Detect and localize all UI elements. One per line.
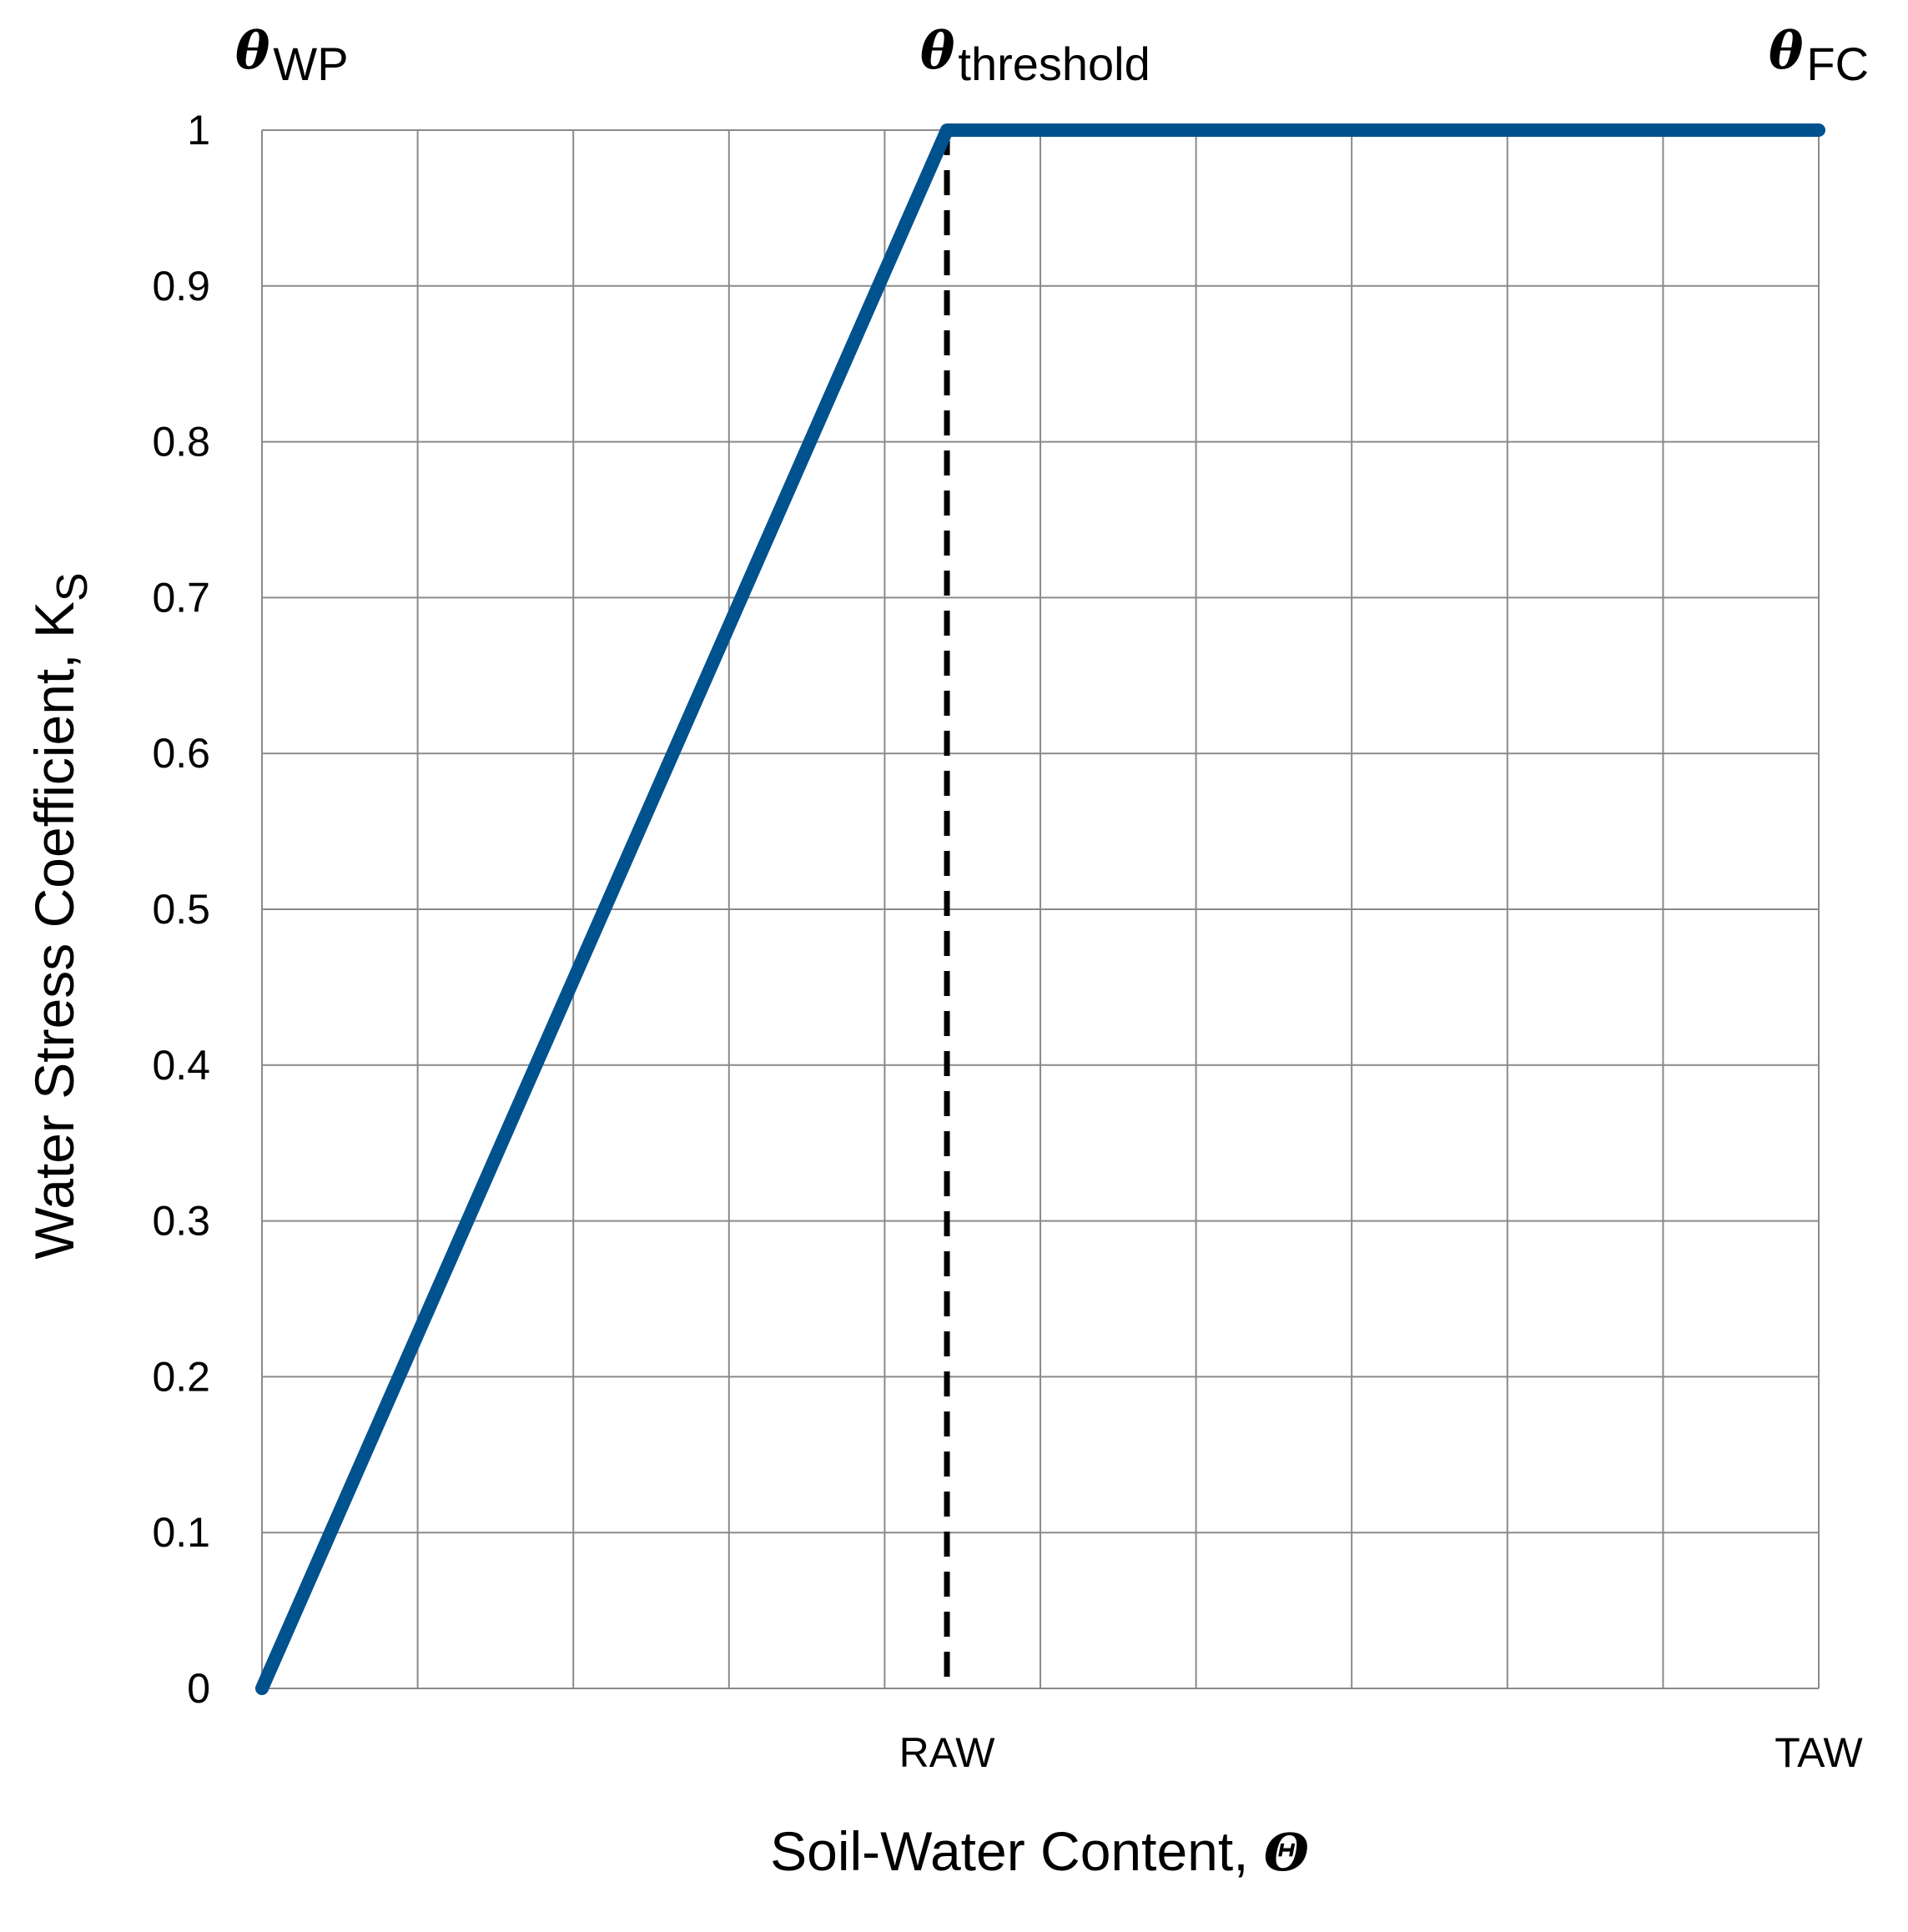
theta-annotation-fc: θFC [1769, 20, 1869, 90]
x-axis-title: Soil-Water Content, Θ [770, 1820, 1309, 1883]
theta-symbol: Θ [1264, 1822, 1309, 1883]
y-tick-label: 0.1 [152, 1509, 210, 1556]
theta-annotation-wp: θWP [235, 20, 349, 90]
series-layer [255, 123, 1825, 1695]
grid [261, 129, 1820, 1689]
y-tick-label: 0.4 [152, 1042, 210, 1089]
y-tick-label: 0.2 [152, 1353, 210, 1400]
x-tick-labels: RAW TAW [899, 1729, 1864, 1776]
y-axis-title-subscript: S [48, 572, 97, 601]
y-axis-title: Water Stress Coefficient, KS [23, 572, 97, 1259]
x-tick-label: RAW [899, 1729, 996, 1776]
x-tick-label: TAW [1775, 1729, 1863, 1776]
x-axis-title-text: Soil-Water Content, [770, 1820, 1248, 1882]
y-tick-label: 0.9 [152, 263, 210, 309]
theta-subscript: threshold [958, 38, 1150, 90]
y-tick-label: 0.8 [152, 419, 210, 465]
theta-symbol: θ [235, 20, 270, 81]
y-axis-title-text: Water Stress Coefficient, K [23, 601, 85, 1260]
y-tick-labels: 0 0.1 0.2 0.3 0.4 0.5 0.6 0.7 0.8 0.9 1 [152, 107, 210, 1712]
theta-subscript: FC [1806, 38, 1869, 90]
y-tick-label: 0.5 [152, 886, 210, 933]
y-tick-label: 0 [187, 1665, 210, 1712]
y-tick-label: 0.6 [152, 730, 210, 777]
series-line-0 [255, 123, 1825, 1695]
top-annotations: θWP θthreshold θFC [235, 20, 1869, 90]
theta-symbol: θ [920, 20, 955, 81]
y-tick-label: 0.7 [152, 574, 210, 621]
y-tick-label: 0.3 [152, 1198, 210, 1245]
y-tick-label: 1 [187, 107, 210, 153]
theta-annotation-threshold: θthreshold [920, 20, 1150, 90]
theta-subscript: WP [273, 38, 348, 90]
theta-symbol: θ [1769, 20, 1804, 81]
